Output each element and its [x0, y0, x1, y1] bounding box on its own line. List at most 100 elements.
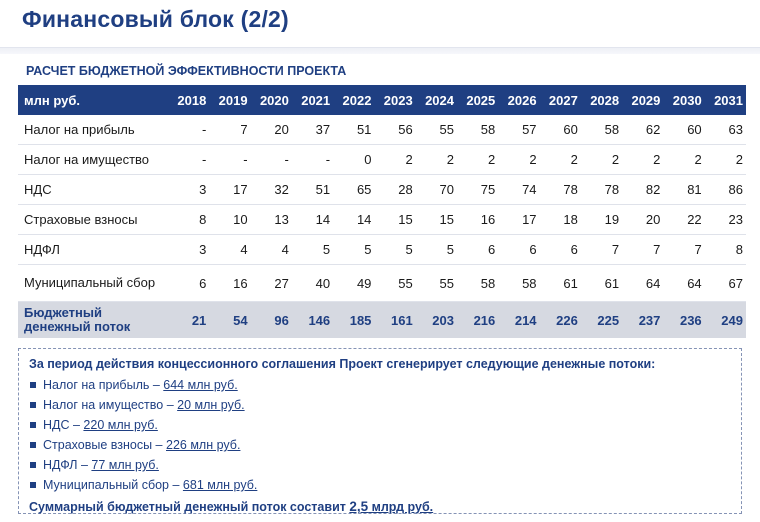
total-cell: 236: [663, 301, 705, 338]
year-header: 2022: [333, 85, 375, 115]
item-label: НДС –: [43, 418, 84, 432]
table-cell: 2: [704, 144, 746, 175]
table-cell: 32: [250, 174, 292, 205]
summary-box: За период действия концессионного соглаш…: [18, 348, 742, 514]
item-label: Налог на прибыль –: [43, 378, 164, 392]
section-subtitle: РАСЧЕТ БЮДЖЕТНОЙ ЭФФЕКТИВНОСТИ ПРОЕКТА: [26, 64, 347, 78]
row-label: Налог на прибыль: [18, 115, 169, 145]
table-cell: 65: [333, 174, 375, 205]
table-cell: 0: [333, 144, 375, 175]
table-cell: 2: [622, 144, 664, 175]
table-cell: 22: [663, 204, 705, 235]
page-title: Финансовый блок (2/2): [22, 6, 289, 32]
table-cell: 60: [539, 115, 581, 145]
year-header: 2019: [209, 85, 251, 115]
item-value: 226 млн руб.: [166, 438, 241, 452]
table-cell: 2: [663, 144, 705, 175]
table-cell: 82: [622, 174, 664, 205]
table-cell: 17: [498, 204, 540, 235]
square-bullet-icon: [30, 462, 36, 468]
table-cell: 2: [539, 144, 581, 175]
table-cell: -: [291, 144, 334, 175]
table-cell: 6: [168, 264, 210, 302]
summary-total: Суммарный бюджетный денежный поток соста…: [29, 496, 731, 518]
table-cell: 4: [250, 234, 292, 265]
table-cell: 58: [498, 264, 540, 302]
table-cell: 70: [415, 174, 457, 205]
unit-header: млн руб.: [18, 85, 169, 115]
list-item: Страховые взносы – 226 млн руб.: [29, 435, 731, 455]
table-row: Страховые взносы 8 10 13 14 14 15 15 16 …: [18, 204, 746, 235]
total-cell: 21: [168, 301, 210, 338]
table-cell: 61: [580, 264, 623, 302]
year-header: 2027: [539, 85, 581, 115]
square-bullet-icon: [30, 482, 36, 488]
table-cell: 13: [250, 204, 292, 235]
table-cell: 8: [168, 204, 210, 235]
table-cell: 20: [622, 204, 664, 235]
table-cell: 51: [291, 174, 334, 205]
square-bullet-icon: [30, 382, 36, 388]
total-cell: 161: [374, 301, 416, 338]
total-cell: 203: [415, 301, 457, 338]
table-cell: 15: [374, 204, 416, 235]
row-label: Муниципальный сбор: [18, 264, 169, 302]
table-row: НДФЛ 3 4 4 5 5 5 5 6 6 6 7 7 7 8: [18, 234, 746, 265]
item-label: Страховые взносы –: [43, 438, 166, 452]
year-header: 2021: [291, 85, 334, 115]
year-header: 2030: [663, 85, 705, 115]
row-label: НДФЛ: [18, 234, 169, 265]
table-cell: 49: [333, 264, 375, 302]
table-cell: 7: [580, 234, 623, 265]
table-cell: 81: [663, 174, 705, 205]
list-item: НДФЛ – 77 млн руб.: [29, 455, 731, 475]
table-cell: 78: [580, 174, 623, 205]
total-cell: 96: [250, 301, 292, 338]
total-cell: 237: [622, 301, 664, 338]
square-bullet-icon: [30, 422, 36, 428]
table-cell: 20: [250, 115, 292, 145]
year-header: 2029: [622, 85, 664, 115]
table-cell: 16: [209, 264, 251, 302]
table-cell: -: [209, 144, 251, 175]
total-cell: 54: [209, 301, 251, 338]
year-header: 2024: [415, 85, 457, 115]
summary-list: Налог на прибыль – 644 млн руб. Налог на…: [29, 375, 731, 495]
table-row: НДС 3 17 32 51 65 28 70 75 74 78 78 82 8…: [18, 174, 746, 205]
table-cell: 19: [580, 204, 623, 235]
item-label: НДФЛ –: [43, 458, 92, 472]
table-cell: 6: [456, 234, 499, 265]
row-label: НДС: [18, 174, 169, 205]
table-cell: 2: [374, 144, 416, 175]
total-suffix: млрд руб.: [368, 500, 434, 514]
list-item: Налог на имущество – 20 млн руб.: [29, 395, 731, 415]
year-header: 2020: [250, 85, 292, 115]
item-value: 681 млн руб.: [182, 478, 258, 492]
table-row: Муниципальный сбор 6 16 27 40 49 55 55 5…: [18, 264, 746, 302]
table-cell: 64: [663, 264, 705, 302]
table-cell: 3: [168, 174, 210, 205]
table-cell: 74: [498, 174, 540, 205]
year-header: 2026: [498, 85, 540, 115]
item-value: 644 млн руб.: [163, 378, 238, 392]
total-cell: 225: [580, 301, 623, 338]
table-cell: 55: [374, 264, 416, 302]
item-value: 220 млн руб.: [83, 418, 158, 432]
table-cell: 37: [291, 115, 334, 145]
year-header: 2031: [704, 85, 746, 115]
table-cell: 64: [622, 264, 664, 302]
table-cell: 78: [539, 174, 581, 205]
table-cell: 10: [209, 204, 251, 235]
table-cell: 2: [498, 144, 540, 175]
table-cell: 16: [456, 204, 499, 235]
table-cell: 14: [291, 204, 334, 235]
list-item: НДС – 220 млн руб.: [29, 415, 731, 435]
row-label: Налог на имущество: [18, 144, 169, 175]
list-item: Муниципальный сбор – 681 млн руб.: [29, 475, 731, 495]
summary-intro: За период действия концессионного соглаш…: [29, 357, 656, 371]
item-label: Муниципальный сбор –: [43, 478, 183, 492]
table-cell: 17: [209, 174, 251, 205]
table-cell: 57: [498, 115, 540, 145]
table-cell: 2: [580, 144, 623, 175]
table-cell: -: [168, 144, 210, 175]
